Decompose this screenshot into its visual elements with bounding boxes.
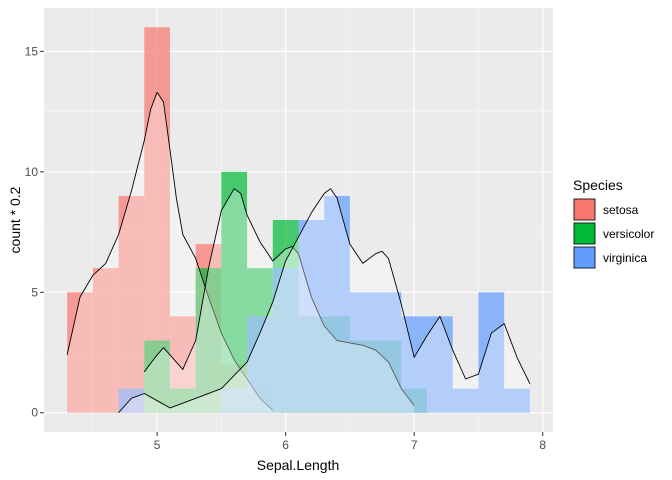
histogram-bar-virginica (427, 316, 453, 413)
bars-virginica (118, 195, 530, 413)
legend-label-virginica: virginica (603, 251, 647, 265)
y-tick-label: 5 (31, 285, 38, 299)
y-axis-title: count * 0.2 (7, 186, 23, 253)
y-tick-label: 15 (25, 44, 39, 58)
histogram-bar-virginica (118, 388, 145, 413)
legend-key-versicolor (573, 222, 596, 245)
density-line-setosa (66, 91, 274, 411)
legend-items: setosa versicolor virginica (573, 198, 654, 269)
histogram-bar-virginica (478, 292, 505, 413)
histogram-bar-virginica (375, 292, 402, 413)
legend: Species setosa versicolor virginica (573, 177, 654, 269)
legend-key-virginica (573, 246, 596, 269)
x-tick-label: 6 (282, 438, 289, 452)
legend-key-setosa (573, 198, 596, 221)
histogram-bars (67, 27, 530, 413)
density-fill-versicolor (144, 188, 415, 413)
histogram-bar-setosa (118, 195, 145, 413)
x-tick-label: 8 (539, 438, 546, 452)
y-tick-label: 0 (31, 406, 38, 420)
legend-label-versicolor: versicolor (603, 227, 654, 241)
y-axis: 0 5 10 15 (25, 44, 44, 420)
x-tick-label: 7 (411, 438, 418, 452)
histogram-bar-setosa (92, 268, 119, 413)
histogram-bar-virginica (221, 388, 248, 413)
histogram-bar-virginica (324, 195, 350, 413)
legend-title: Species (573, 177, 623, 193)
histogram-bar-versicolor (195, 268, 222, 413)
density-fill-virginica (118, 188, 530, 413)
histogram-bar-virginica (452, 388, 479, 413)
legend-label-setosa: setosa (603, 203, 639, 217)
density-line-versicolor (143, 188, 415, 406)
histogram-bar-virginica (349, 292, 376, 413)
x-axis-title: Sepal.Length (257, 457, 340, 473)
density-line-virginica (118, 188, 531, 413)
x-tick-label: 5 (154, 438, 161, 452)
histogram-bar-virginica (504, 388, 530, 413)
y-tick-label: 10 (25, 165, 39, 179)
histogram-bar-virginica (401, 316, 428, 413)
density-curves (66, 91, 531, 413)
density-fill-setosa (67, 92, 273, 413)
histogram-bar-virginica (272, 268, 299, 413)
histogram-bar-setosa (67, 292, 93, 413)
x-axis: 5 6 7 8 (154, 432, 546, 452)
histogram-bar-versicolor (169, 388, 196, 413)
